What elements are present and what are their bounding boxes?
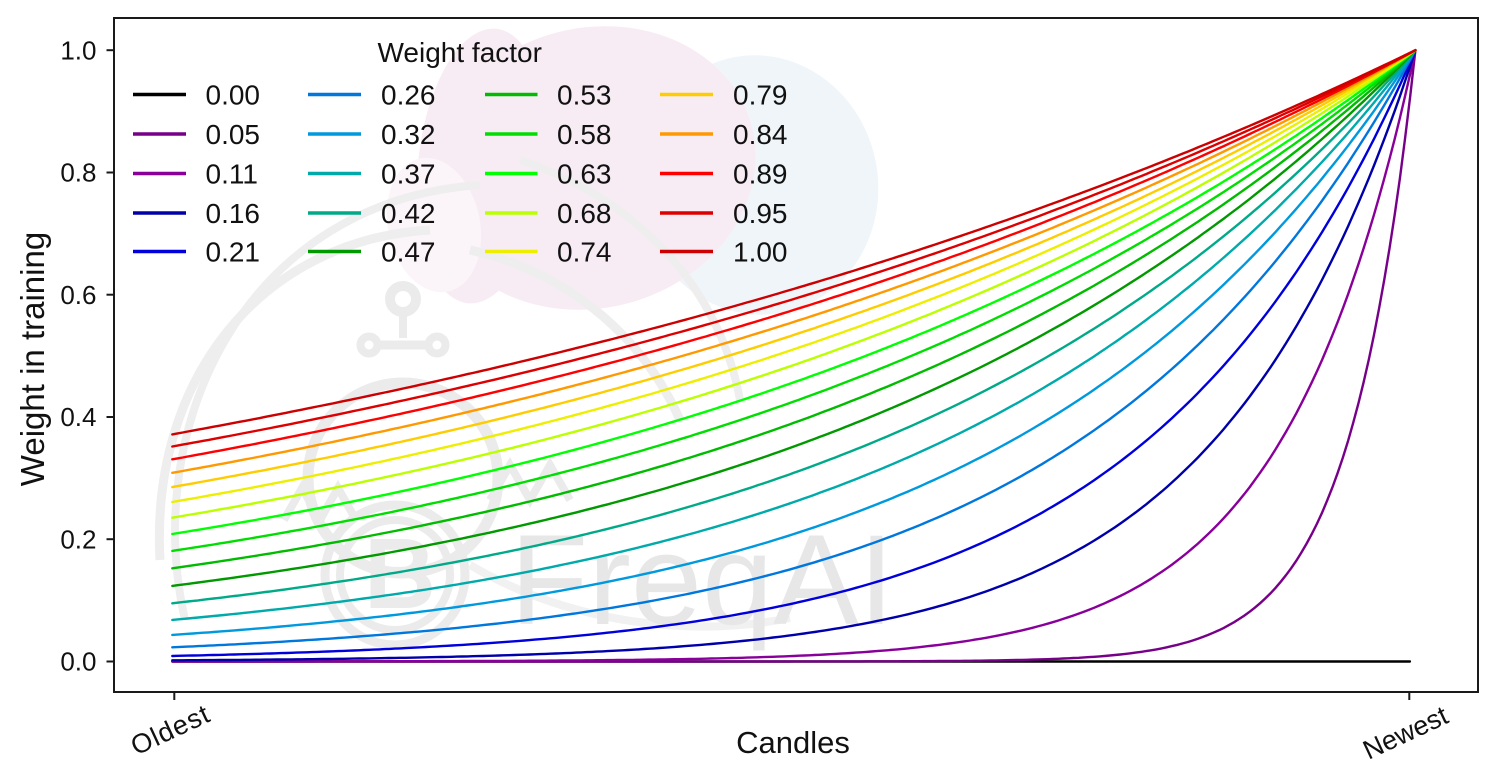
svg-text:Weight factor: Weight factor — [378, 37, 542, 68]
svg-text:1.00: 1.00 — [733, 237, 788, 268]
svg-text:0.42: 0.42 — [381, 198, 436, 229]
svg-text:0.11: 0.11 — [206, 159, 258, 190]
svg-text:0.00: 0.00 — [206, 80, 261, 111]
svg-text:Weight in training: Weight in training — [14, 232, 51, 486]
svg-text:1.0: 1.0 — [60, 35, 96, 65]
svg-text:0.2: 0.2 — [60, 524, 96, 554]
svg-text:0.53: 0.53 — [557, 80, 612, 111]
svg-text:0.05: 0.05 — [206, 119, 261, 150]
svg-text:0.0: 0.0 — [60, 647, 96, 677]
svg-text:0.84: 0.84 — [733, 119, 788, 150]
svg-text:0.37: 0.37 — [381, 159, 436, 190]
svg-text:0.32: 0.32 — [381, 119, 436, 150]
svg-text:0.74: 0.74 — [557, 237, 612, 268]
svg-text:Candles: Candles — [736, 725, 850, 760]
svg-text:0.26: 0.26 — [381, 80, 436, 111]
svg-text:0.6: 0.6 — [60, 280, 96, 310]
svg-text:0.89: 0.89 — [733, 159, 788, 190]
svg-text:0.16: 0.16 — [206, 198, 261, 229]
svg-text:0.47: 0.47 — [381, 237, 436, 268]
svg-text:0.8: 0.8 — [60, 158, 96, 188]
svg-text:0.58: 0.58 — [557, 119, 612, 150]
svg-text:0.68: 0.68 — [557, 198, 612, 229]
svg-text:0.21: 0.21 — [206, 237, 261, 268]
svg-text:FreqAI: FreqAI — [510, 509, 894, 652]
svg-text:0.63: 0.63 — [557, 159, 612, 190]
svg-text:0.79: 0.79 — [733, 80, 788, 111]
svg-text:0.95: 0.95 — [733, 198, 788, 229]
svg-text:0.4: 0.4 — [60, 402, 96, 432]
